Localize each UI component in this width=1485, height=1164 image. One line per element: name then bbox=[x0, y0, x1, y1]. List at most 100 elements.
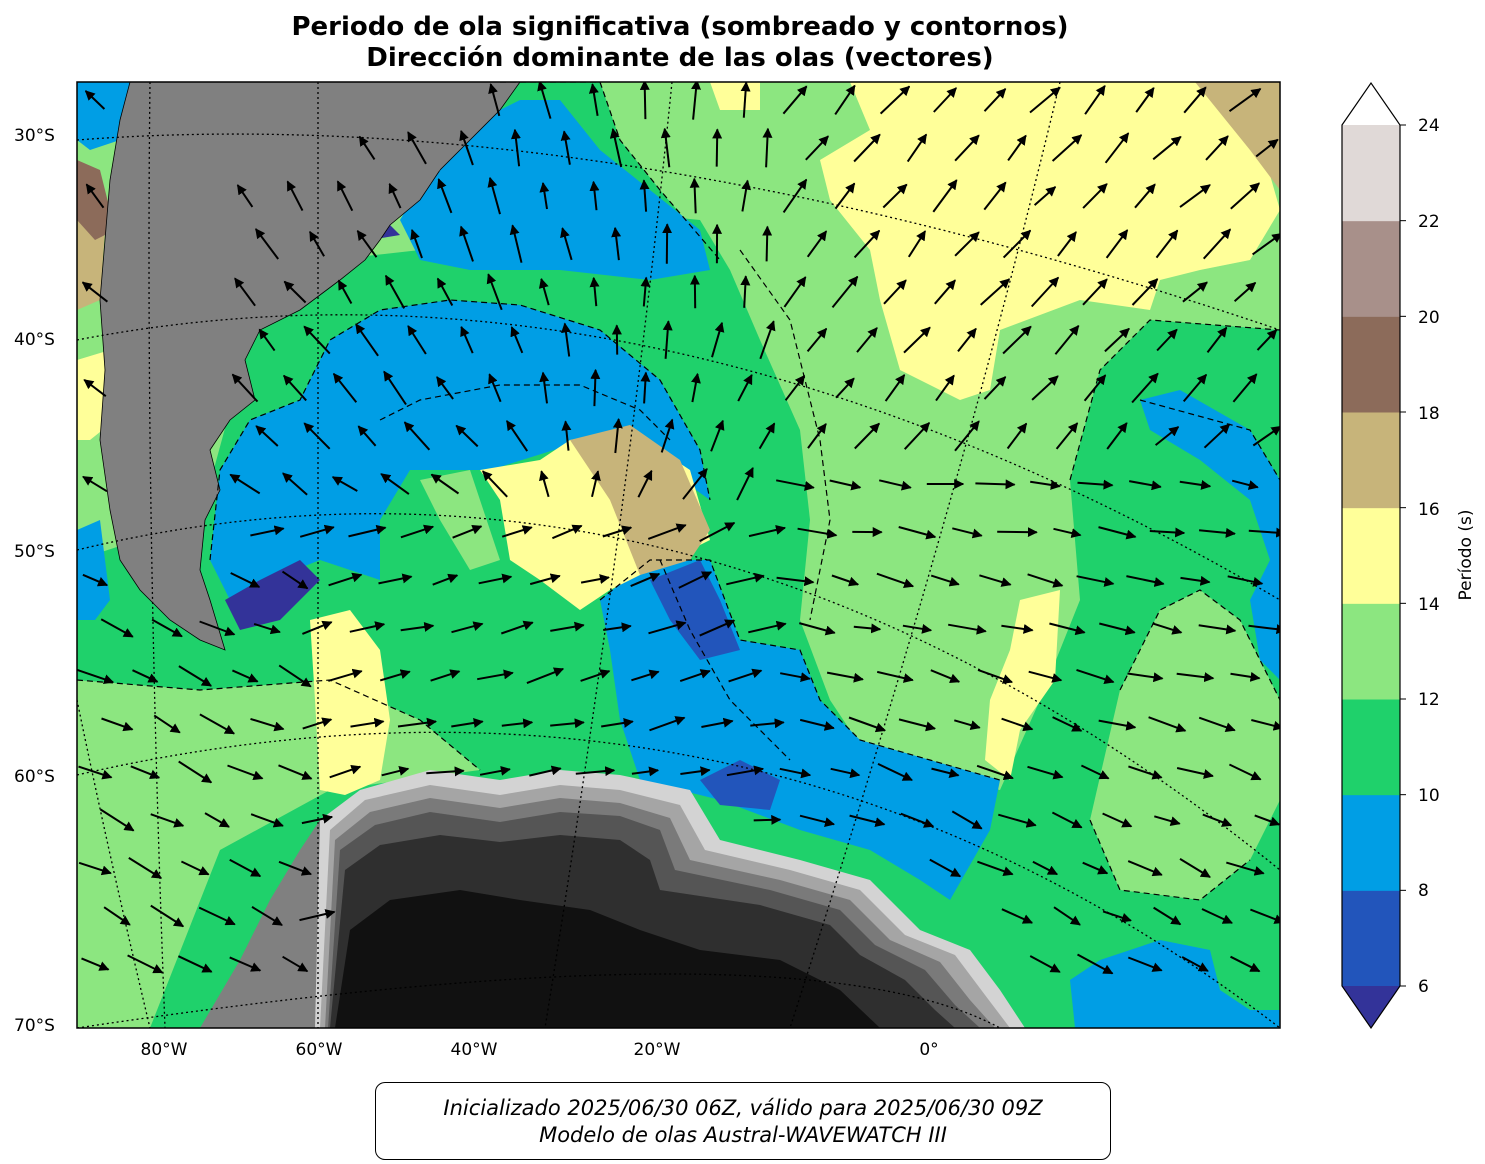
wave-vector-arrow bbox=[1006, 422, 1028, 450]
wave-vector-arrow bbox=[1102, 910, 1132, 923]
wave-vector-arrow bbox=[430, 669, 461, 682]
wave-vector-arrow bbox=[229, 858, 262, 878]
wave-vector-arrow bbox=[278, 764, 313, 780]
wave-vector-arrow bbox=[900, 812, 935, 828]
wave-vector-arrow bbox=[975, 479, 1016, 490]
wave-vector-arrow bbox=[609, 128, 623, 168]
wave-vector-arrow bbox=[101, 717, 134, 732]
wave-vector-arrow bbox=[250, 813, 284, 828]
wave-vector-arrow bbox=[1007, 134, 1027, 161]
wave-vector-arrow bbox=[935, 374, 955, 402]
colorbar-tick-18: 18 bbox=[1418, 404, 1440, 424]
wave-vector-arrow bbox=[199, 713, 235, 735]
wave-vector-arrow bbox=[379, 669, 411, 682]
wave-vector-arrow bbox=[227, 764, 264, 781]
period-field-14-16-southatl bbox=[985, 590, 1060, 780]
wave-vector-arrow bbox=[580, 574, 610, 584]
wave-vector-arrow bbox=[1179, 184, 1211, 208]
wave-vector-arrow bbox=[689, 177, 700, 214]
period-field-18-20-chile bbox=[77, 160, 115, 240]
wave-vector-arrow bbox=[602, 525, 633, 538]
period-field-12-14-ring bbox=[420, 470, 500, 570]
wave-vector-arrow bbox=[736, 467, 754, 501]
wave-vector-arrow bbox=[799, 814, 835, 827]
wave-vector-arrow bbox=[662, 320, 673, 359]
wave-vector-arrow bbox=[509, 224, 523, 263]
wave-vector-arrow bbox=[283, 280, 307, 304]
wave-vector-arrow bbox=[639, 179, 650, 212]
wave-vector-arrow bbox=[78, 765, 113, 780]
wave-vector-arrow bbox=[590, 368, 601, 407]
wave-vector-arrow bbox=[130, 765, 161, 779]
colorbar-tick-10: 10 bbox=[1418, 786, 1440, 806]
wave-vector-arrow bbox=[954, 719, 981, 730]
wave-vector-arrow bbox=[976, 764, 1014, 780]
wave-vector-arrow bbox=[612, 418, 623, 454]
wave-vector-arrow bbox=[250, 525, 285, 537]
wave-vector-arrow bbox=[853, 623, 882, 634]
wave-vector-arrow bbox=[348, 524, 387, 538]
wave-vector-arrow bbox=[1049, 622, 1086, 636]
wave-vector-arrow bbox=[539, 371, 550, 404]
wave-vector-arrow bbox=[907, 230, 927, 258]
period-field-12-14-east bbox=[1090, 590, 1280, 900]
wave-vector-arrow bbox=[898, 526, 937, 540]
wave-vector-arrow bbox=[1230, 955, 1261, 973]
wave-vector-arrow bbox=[178, 665, 212, 687]
wave-vector-arrow bbox=[784, 374, 806, 401]
wave-vector-arrow bbox=[1131, 372, 1159, 404]
wave-vector-arrow bbox=[550, 718, 585, 729]
wave-vector-arrow bbox=[799, 718, 835, 731]
wave-vector-arrow bbox=[728, 668, 763, 683]
wave-vector-arrow bbox=[740, 82, 751, 118]
colorbar-bin bbox=[1342, 699, 1400, 796]
wave-vector-arrow bbox=[1156, 328, 1178, 352]
wave-vector-arrow bbox=[1129, 480, 1162, 491]
wave-vector-arrow bbox=[1232, 373, 1258, 403]
wave-vector-arrow bbox=[762, 225, 773, 262]
wave-vector-arrow bbox=[1029, 955, 1061, 973]
wave-vector-arrow bbox=[328, 572, 363, 587]
wave-vector-arrow bbox=[1233, 281, 1257, 303]
wave-vector-arrow bbox=[1248, 527, 1280, 538]
wave-vector-arrow bbox=[848, 716, 886, 733]
wave-vector-arrow bbox=[510, 326, 524, 354]
wave-vector-arrow bbox=[1230, 182, 1260, 210]
wave-vector-arrow bbox=[933, 87, 957, 113]
wave-vector-arrow bbox=[501, 718, 534, 729]
wave-vector-arrow bbox=[879, 85, 911, 115]
wave-vector-arrow bbox=[931, 767, 960, 779]
wave-vector-arrow bbox=[539, 182, 550, 210]
wave-vector-arrow bbox=[397, 717, 437, 728]
wave-vector-arrow bbox=[1149, 527, 1186, 538]
wave-vector-arrow bbox=[84, 90, 106, 110]
wave-vector-arrow bbox=[127, 954, 164, 974]
wave-vector-arrow bbox=[758, 422, 776, 450]
wave-vector-arrow bbox=[1134, 183, 1156, 209]
period-field-8-10-brazil bbox=[400, 100, 710, 280]
wave-vector-arrow bbox=[153, 714, 181, 734]
wave-vector-arrow bbox=[954, 231, 980, 257]
wave-vector-arrow bbox=[436, 376, 454, 400]
lat-label-50s: 50°S bbox=[14, 542, 55, 562]
colorbar-bin bbox=[1342, 603, 1400, 700]
wave-vector-arrow bbox=[934, 279, 956, 305]
colorbar-bin bbox=[1342, 507, 1400, 604]
wave-vector-arrow bbox=[930, 574, 960, 587]
wave-vector-arrow bbox=[299, 909, 336, 922]
wave-vector-arrow bbox=[1053, 527, 1082, 538]
wave-vector-arrow bbox=[591, 470, 601, 498]
wave-vector-arrow bbox=[451, 621, 484, 634]
map-area bbox=[77, 82, 1280, 1028]
wave-vector-arrow bbox=[776, 479, 815, 491]
wave-vector-arrow bbox=[539, 470, 550, 498]
period-field-8-10-east2 bbox=[1070, 940, 1280, 1028]
wave-vector-arrow bbox=[998, 813, 1037, 828]
wave-vector-arrow bbox=[430, 473, 460, 495]
wave-vector-arrow bbox=[1105, 229, 1129, 259]
wave-vector-arrow bbox=[930, 669, 961, 684]
wave-vector-arrow bbox=[1098, 719, 1137, 731]
wave-vector-arrow bbox=[1051, 134, 1083, 162]
wave-vector-arrow bbox=[1179, 480, 1212, 490]
